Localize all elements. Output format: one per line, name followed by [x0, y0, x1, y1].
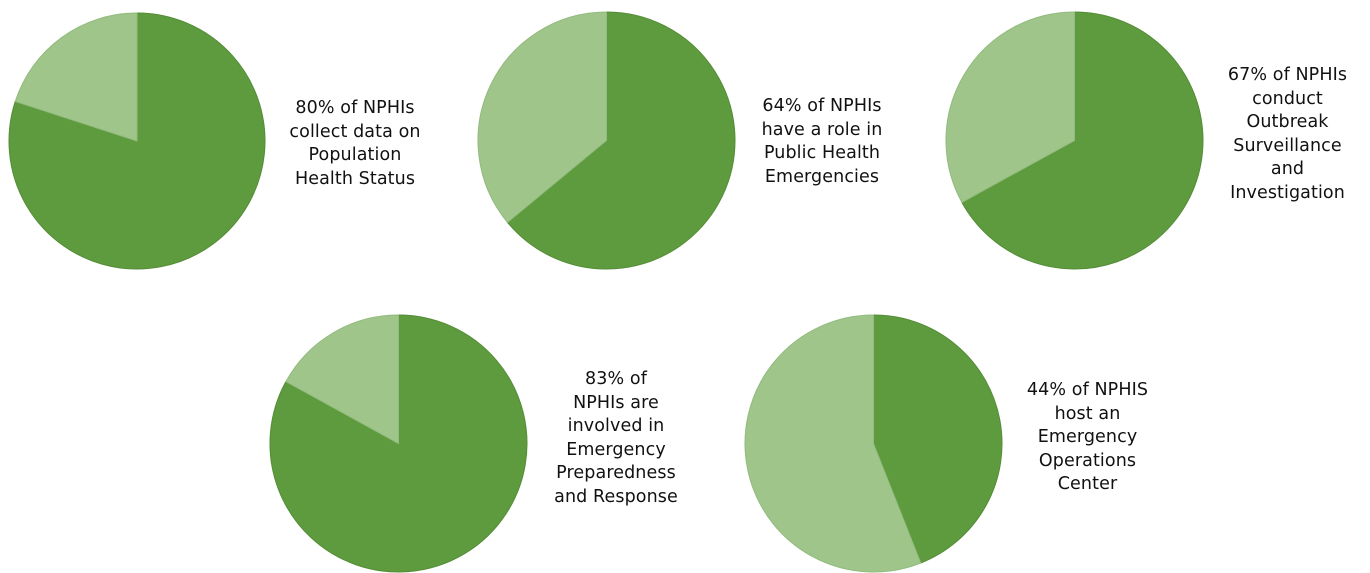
caption-line: have a role in	[761, 119, 883, 140]
caption-line: Health Status	[294, 168, 416, 189]
caption-line: Population	[308, 145, 402, 165]
pie-slice-yes	[506, 11, 736, 270]
pie-slice-rest	[14, 12, 138, 142]
caption-line: 44% of NPHIS	[1026, 380, 1149, 400]
caption-line: Surveillance	[1233, 135, 1342, 156]
caption-line: conduct	[1252, 88, 1323, 109]
pie-slice-rest	[945, 11, 1075, 204]
caption-line: involved in	[567, 416, 665, 436]
caption-line: NPHIs are	[573, 392, 659, 413]
pie-chart-outbreak-surveillance	[945, 11, 1204, 270]
caption-line: and Response	[554, 486, 678, 507]
pie-slice-yes	[961, 11, 1204, 270]
caption-line: Outbreak	[1246, 112, 1329, 132]
caption-population-health: 80% of NPHIs collect data on Population …	[270, 97, 440, 191]
pie-chart-emergency-operations-center	[744, 314, 1003, 573]
caption-line: Preparedness	[556, 463, 676, 483]
caption-line: Emergency	[1037, 427, 1138, 447]
caption-line: Center	[1057, 474, 1118, 494]
caption-line: Investigation	[1230, 182, 1345, 203]
caption-line: 67% of NPHIs	[1227, 65, 1348, 85]
caption-line: host an	[1054, 403, 1121, 424]
pie-slice-rest	[285, 314, 399, 445]
pie-chart-public-health-emergencies	[477, 11, 736, 270]
caption-line: collect data on	[289, 121, 421, 142]
caption-outbreak-surveillance: 67% of NPHIs conduct Outbreak Surveillan…	[1210, 64, 1365, 205]
caption-line: Emergency	[566, 439, 666, 460]
caption-line: Emergencies	[764, 166, 880, 187]
caption-public-health-emergencies: 64% of NPHIs have a role in Public Healt…	[742, 95, 902, 189]
pie-chart-emergency-preparedness	[269, 314, 528, 573]
caption-line: 80% of NPHIs	[295, 98, 415, 118]
pie-chart-population-health	[8, 12, 266, 270]
pie-slice-yes	[873, 314, 1003, 564]
caption-emergency-operations-center: 44% of NPHIS host an Emergency Operation…	[1005, 379, 1170, 497]
caption-line: Operations	[1038, 450, 1137, 471]
caption-line: 83% of	[585, 369, 647, 389]
caption-line: Public Health	[763, 143, 881, 163]
pie-slice-rest	[477, 11, 607, 224]
caption-line: and	[1270, 159, 1305, 179]
caption-line: 64% of NPHIs	[762, 96, 882, 116]
caption-emergency-preparedness: 83% of NPHIs are involved in Emergency P…	[536, 368, 696, 509]
